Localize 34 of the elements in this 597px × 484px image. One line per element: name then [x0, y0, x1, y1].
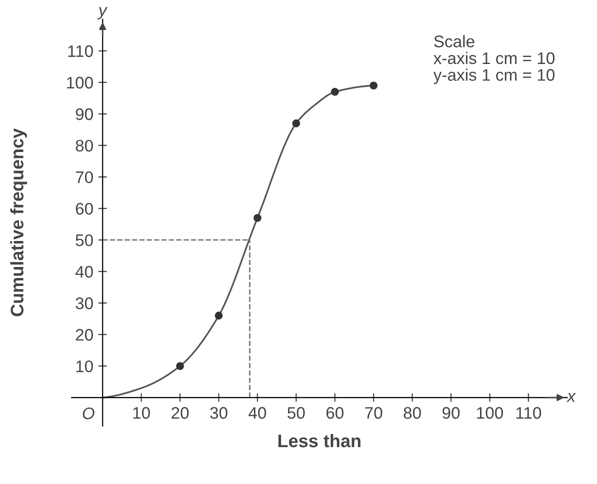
- point: [214, 312, 223, 320]
- x-tick-label: 80: [404, 407, 421, 419]
- y-tick-label: 80: [76, 140, 93, 152]
- annotation: x: [566, 393, 576, 402]
- annotation: O: [82, 407, 94, 420]
- point: [254, 214, 262, 222]
- y-tick-label: 50: [76, 234, 93, 246]
- x-axis-title: Less than: [278, 434, 360, 448]
- point: [330, 88, 339, 96]
- x-tick-label: 20: [172, 407, 189, 419]
- x-tick-label: 50: [288, 407, 305, 419]
- annotation: Scale x-axis 1 cm = 10 y-axis 1 cm = 10: [433, 35, 555, 84]
- x-tick-label: 60: [326, 407, 344, 419]
- y-tick-label: 10: [76, 360, 93, 372]
- x-tick-label: 70: [365, 407, 382, 419]
- y-tick-label: 90: [76, 108, 93, 120]
- x-tick-label: 10: [133, 407, 150, 419]
- point: [292, 119, 300, 128]
- y-tick-label: 110: [68, 45, 93, 58]
- x-tick-label: 90: [442, 407, 460, 419]
- y-tick-label: 30: [76, 297, 93, 310]
- point: [370, 82, 378, 90]
- y-tick-label: 70: [76, 171, 93, 184]
- y-tick-label: 100: [67, 76, 93, 89]
- y-tick-label: 40: [75, 266, 93, 278]
- y-tick-label: 20: [76, 328, 93, 341]
- y-axis-title: Cumulative frequency: [10, 128, 28, 316]
- x-tick-label: 30: [210, 407, 228, 419]
- point: [176, 362, 184, 370]
- x-tick-label: 100: [477, 407, 503, 419]
- x-tick-label: 40: [248, 407, 266, 419]
- x-tick-label: 110: [516, 407, 542, 419]
- annotation: y: [97, 7, 108, 20]
- y-tick-label: 60: [76, 202, 93, 215]
